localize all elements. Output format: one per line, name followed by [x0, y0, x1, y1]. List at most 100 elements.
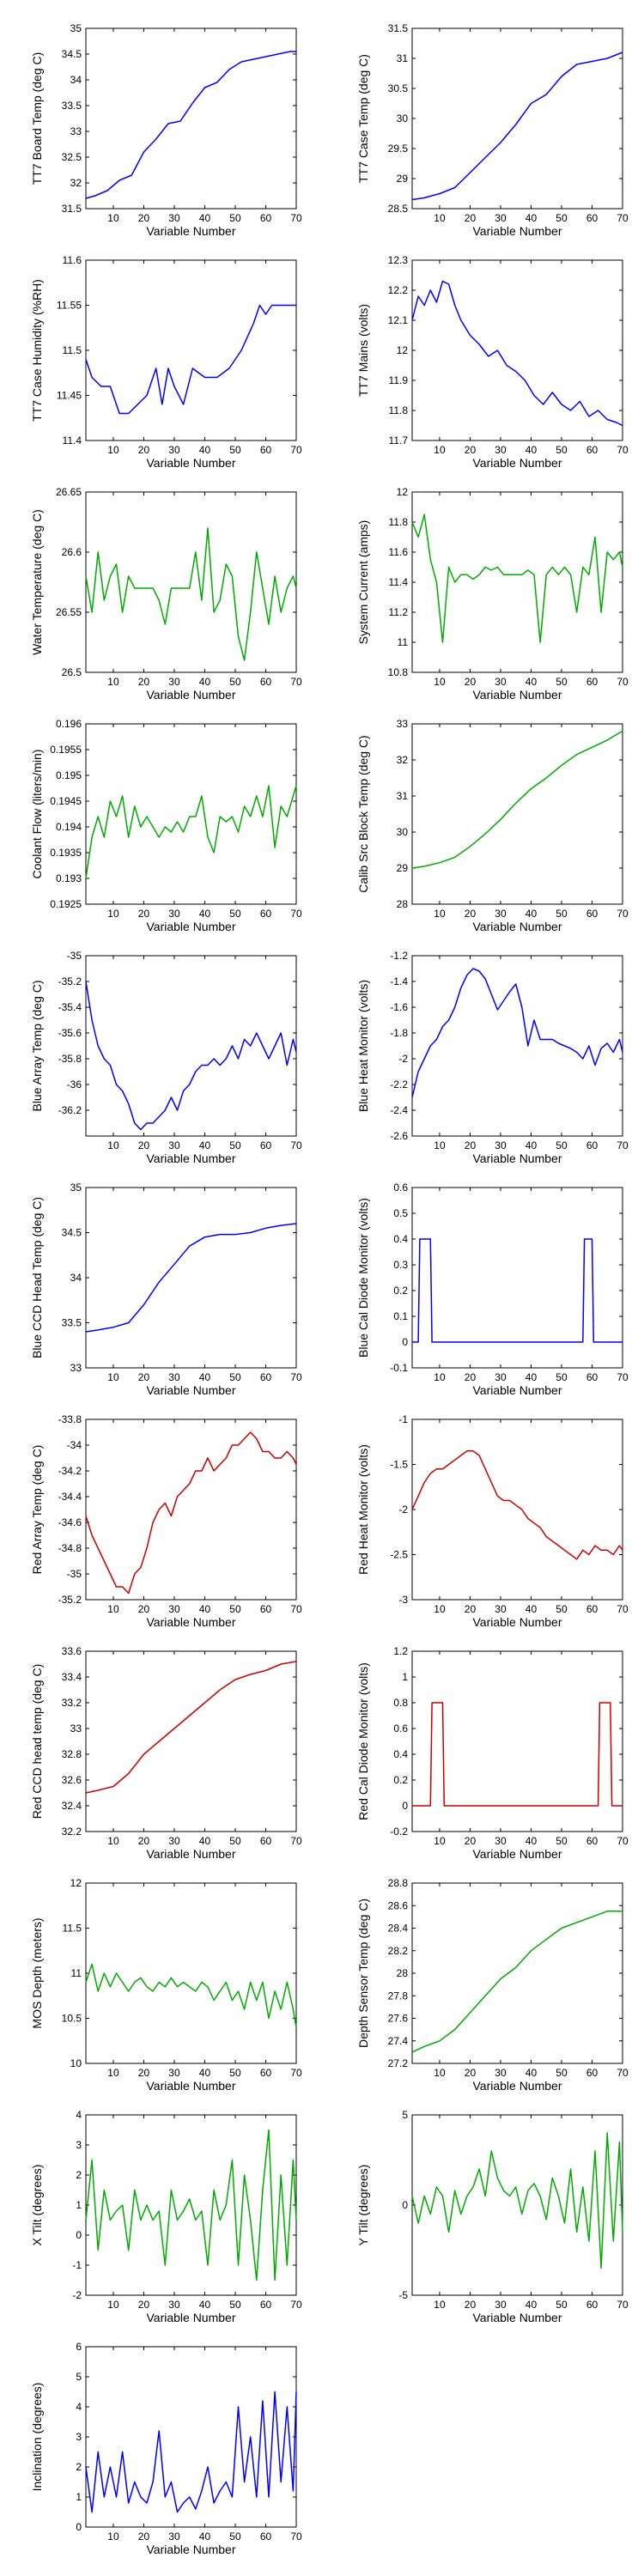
y-tick-label: 28.4 — [388, 1923, 409, 1935]
x-tick-label: 60 — [260, 1139, 272, 1151]
series-line — [85, 1431, 297, 1595]
plot-area — [85, 955, 297, 1137]
y-tick-label: -2 — [398, 1053, 408, 1065]
y-tick-label: 0.4 — [393, 1748, 408, 1760]
y-tick-label: 34.5 — [62, 1227, 82, 1239]
x-tick-label: 10 — [107, 444, 119, 456]
y-tick-label: 11.6 — [389, 546, 409, 558]
y-tick-label: -0.1 — [390, 1362, 408, 1374]
x-tick-label: 50 — [556, 908, 568, 920]
y-tick-label: 0.1955 — [50, 744, 82, 756]
x-tick-label: 50 — [556, 212, 568, 224]
x-tick-label: 60 — [260, 2530, 272, 2543]
x-tick-label: 70 — [617, 444, 629, 456]
y-tick-label: 10.5 — [62, 2013, 82, 2025]
y-axis-label: Blue Array Temp (deg C) — [30, 980, 44, 1111]
x-tick-label: 30 — [168, 1835, 180, 1847]
y-tick-label: 11.8 — [389, 404, 409, 416]
y-axis-label: Depth Sensor Temp (deg C) — [356, 1899, 370, 2048]
y-tick-label: 28 — [397, 1967, 409, 1979]
x-tick-label: 70 — [617, 1139, 629, 1151]
x-tick-label: 40 — [199, 676, 211, 688]
y-tick-label: 11.6 — [63, 254, 82, 266]
x-tick-label: 60 — [586, 212, 598, 224]
chart-panel-13: 10 20 30 40 50 60 70 -35.2 -35 -34.8 -34.6 -34.4 -34… — [30, 1413, 302, 1629]
y-tick-label: 32 — [70, 177, 82, 189]
y-tick-label: 26.6 — [62, 546, 82, 558]
y-axis-label: Coolant Flow (liters/min) — [30, 750, 44, 879]
x-tick-label: 60 — [586, 2299, 598, 2311]
y-axis-label: Inclination (degrees) — [30, 2383, 44, 2492]
y-tick-label: 30 — [397, 112, 409, 125]
y-tick-label: 10.8 — [388, 666, 409, 678]
chart-panel-17: 10 20 30 40 50 60 70 10 10.5 11 11.5 12 Variable Num… — [30, 1877, 302, 2093]
x-tick-label: 20 — [138, 908, 150, 920]
x-tick-label: 50 — [229, 2299, 241, 2311]
x-tick-label: 40 — [199, 1371, 211, 1383]
y-tick-label: 0.6 — [393, 1722, 408, 1735]
y-tick-label: 11.7 — [389, 434, 409, 447]
y-tick-label: -35 — [67, 1568, 82, 1580]
y-tick-label: 27.8 — [388, 1990, 409, 2002]
y-tick-label: 30 — [397, 826, 409, 838]
x-tick-label: 60 — [586, 2067, 598, 2079]
y-tick-label: -1 — [72, 2259, 82, 2271]
x-tick-label: 30 — [495, 1835, 507, 1847]
x-tick-label: 40 — [526, 2067, 538, 2079]
y-tick-label: -34.8 — [58, 1542, 82, 1554]
y-tick-label: -35.8 — [58, 1053, 82, 1065]
y-tick-label: -2.4 — [390, 1104, 408, 1116]
y-axis-label: Red CCD head temp (deg C) — [30, 1664, 44, 1820]
y-tick-label: -35.4 — [58, 1001, 82, 1013]
y-tick-label: 0.195 — [56, 769, 82, 781]
chart-panel-4: 10 20 30 40 50 60 70 11.7 11.8 11.9 12 12.1 12.2 12.3… — [356, 254, 629, 470]
plot-area — [411, 1650, 623, 1832]
y-tick-label: 6 — [76, 2341, 82, 2353]
series-line — [85, 1223, 297, 1333]
y-tick-label: 12.3 — [388, 254, 409, 266]
y-tick-label: -34.4 — [58, 1491, 82, 1503]
y-tick-label: 28 — [397, 898, 409, 910]
x-tick-label: 30 — [495, 676, 507, 688]
x-tick-label: 30 — [495, 2067, 507, 2079]
chart-panel-19: 10 20 30 40 50 60 70 -2 -1 0 1 2 3 4 Variable Number X … — [30, 2109, 302, 2324]
x-tick-label: 20 — [465, 1139, 477, 1151]
x-tick-label: 20 — [465, 444, 477, 456]
y-axis-label: Calib Src Block Temp (deg C) — [356, 735, 370, 892]
plot-area — [85, 259, 297, 441]
y-tick-label: 26.5 — [62, 666, 82, 678]
y-tick-label: 11.2 — [389, 606, 409, 618]
y-tick-label: -35 — [67, 950, 82, 962]
y-axis-label: MOS Depth (meters) — [30, 1917, 44, 2028]
y-tick-label: 34 — [70, 1272, 82, 1284]
y-tick-label: 33.5 — [62, 100, 82, 112]
x-tick-label: 70 — [290, 1835, 302, 1847]
x-tick-label: 60 — [260, 908, 272, 920]
x-tick-label: 10 — [434, 2299, 446, 2311]
x-tick-label: 20 — [138, 1835, 150, 1847]
x-tick-label: 70 — [290, 908, 302, 920]
y-tick-label: 0.1 — [393, 1310, 408, 1322]
x-tick-label: 40 — [199, 212, 211, 224]
series-line — [411, 730, 623, 869]
x-tick-label: 40 — [199, 1603, 211, 1615]
x-tick-label: 70 — [290, 444, 302, 456]
x-tick-label: 10 — [107, 908, 119, 920]
x-tick-label: 60 — [260, 1371, 272, 1383]
x-tick-label: 50 — [229, 1371, 241, 1383]
y-tick-label: -2.2 — [390, 1078, 408, 1091]
y-tick-label: 33.6 — [62, 1645, 82, 1657]
x-tick-label: 40 — [199, 2299, 211, 2311]
y-axis-label: Blue Cal Diode Monitor (volts) — [356, 1198, 370, 1358]
x-axis-label: Variable Number — [146, 920, 235, 933]
x-axis-label: Variable Number — [472, 688, 562, 702]
series-line — [85, 2391, 297, 2513]
x-axis-label: Variable Number — [472, 224, 562, 238]
x-axis-label: Variable Number — [146, 224, 235, 238]
x-tick-label: 30 — [495, 1139, 507, 1151]
y-tick-label: 28.6 — [388, 1899, 409, 1911]
series-line — [85, 2129, 297, 2281]
x-axis-label: Variable Number — [146, 2543, 235, 2556]
x-tick-label: 70 — [617, 676, 629, 688]
